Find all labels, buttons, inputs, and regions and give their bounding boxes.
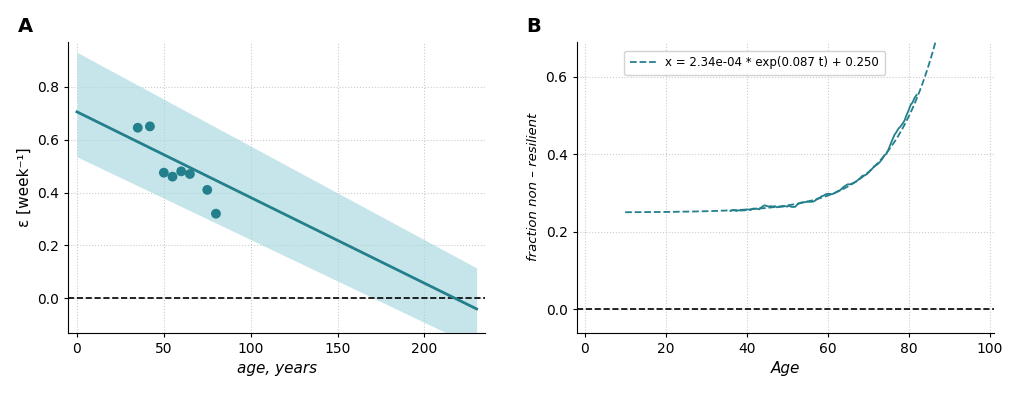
Point — [129, 125, 146, 131]
Y-axis label: fraction non – resilient: fraction non – resilient — [527, 113, 539, 261]
Text: B: B — [526, 17, 541, 36]
Y-axis label: ε [week⁻¹]: ε [week⁻¹] — [16, 147, 32, 227]
Point — [164, 173, 180, 180]
Point — [199, 187, 215, 193]
Text: A: A — [18, 17, 34, 36]
Point — [156, 169, 172, 176]
Point — [181, 171, 198, 177]
X-axis label: Age: Age — [769, 361, 799, 376]
Point — [142, 123, 158, 130]
X-axis label: age, years: age, years — [236, 361, 317, 376]
Point — [173, 168, 190, 174]
Point — [208, 211, 224, 217]
Legend: x = 2.34e-04 * exp(0.087 t) + 0.250: x = 2.34e-04 * exp(0.087 t) + 0.250 — [624, 51, 884, 75]
